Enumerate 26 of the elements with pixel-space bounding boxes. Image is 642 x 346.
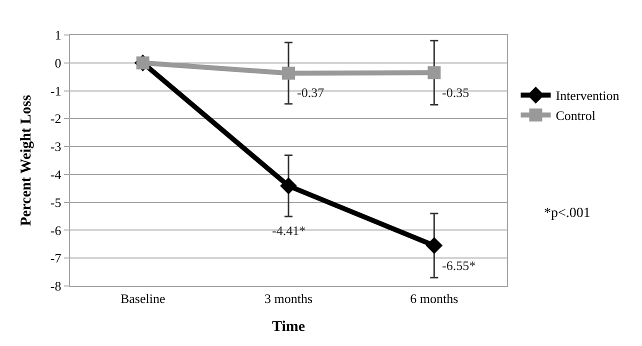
legend-label: Intervention xyxy=(556,88,620,104)
data-label: -6.55* xyxy=(442,258,476,273)
y-tick-label: -1 xyxy=(50,83,62,98)
y-tick-label: -6 xyxy=(50,222,62,238)
legend-label: Control xyxy=(556,108,596,124)
y-axis-title: Percent Weight Loss xyxy=(18,94,35,226)
x-tick-label: Baseline xyxy=(120,290,166,306)
y-tick-label: -7 xyxy=(50,250,62,266)
data-label: -0.35 xyxy=(442,85,470,100)
x-axis-title: Time xyxy=(272,318,306,335)
y-tick-label: 1 xyxy=(54,28,62,43)
y-tick-label: -4 xyxy=(50,166,62,182)
y-tick-label: -2 xyxy=(50,111,62,126)
point xyxy=(428,66,441,80)
y-tick-label: -5 xyxy=(50,194,62,210)
y-tick-label: -3 xyxy=(50,139,62,154)
data-label: -4.41* xyxy=(272,223,306,238)
x-tick-label: 3 months xyxy=(264,290,313,306)
point xyxy=(426,237,443,254)
y-tick-label: 0 xyxy=(54,55,62,70)
text: *p<.001 xyxy=(544,206,590,221)
point xyxy=(282,66,295,80)
y-tick-label: -8 xyxy=(50,278,62,294)
data-label: -0.37 xyxy=(297,85,325,100)
x-tick-label: 6 months xyxy=(410,290,458,306)
point xyxy=(280,177,297,194)
